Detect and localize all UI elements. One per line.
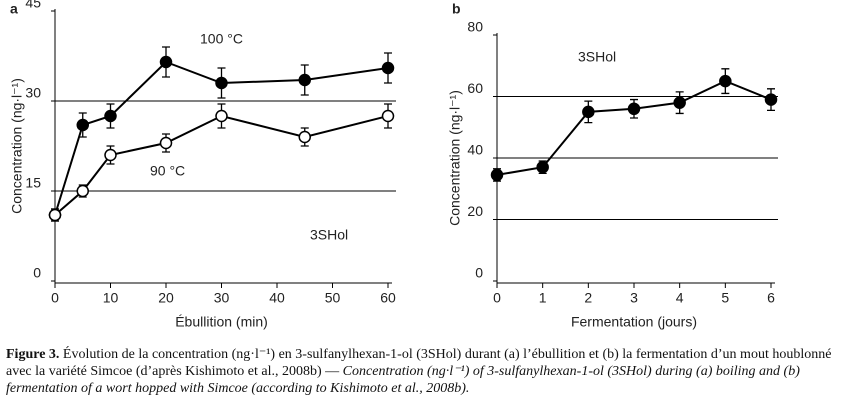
data-point bbox=[764, 93, 778, 106]
data-point bbox=[215, 76, 228, 90]
x-tick-label: 0 bbox=[493, 290, 501, 306]
data-point bbox=[719, 74, 732, 88]
y-tick-label: 0 bbox=[33, 265, 41, 281]
data-point bbox=[298, 130, 311, 144]
data-point bbox=[76, 118, 89, 132]
y-tick-label: 60 bbox=[467, 80, 483, 96]
caption-french: Évolution de la concentration (ng·l⁻¹) e… bbox=[6, 347, 832, 379]
panel-letter: b bbox=[452, 1, 461, 17]
data-point bbox=[536, 160, 549, 174]
x-tick-label: 6 bbox=[767, 290, 775, 306]
panel-letter: a bbox=[10, 1, 18, 17]
y-axis-label: Concentration (ng·l⁻¹) bbox=[447, 90, 463, 226]
y-tick-label: 15 bbox=[25, 175, 41, 191]
x-tick-label: 1 bbox=[539, 290, 547, 306]
y-axis-label: Concentration (ng·l⁻¹) bbox=[9, 78, 25, 214]
x-tick-label: 3 bbox=[630, 290, 638, 306]
caption: Figure 3. Évolution de la concentration … bbox=[6, 346, 846, 397]
data-point bbox=[76, 184, 89, 198]
data-point bbox=[104, 148, 117, 162]
x-tick-label: 10 bbox=[103, 290, 119, 306]
series-label: 90 °C bbox=[150, 163, 185, 179]
x-tick-label: 5 bbox=[721, 290, 729, 306]
y-tick-label: 30 bbox=[25, 85, 41, 101]
y-tick-label: 45 bbox=[25, 0, 41, 11]
series-label: 3SHol bbox=[578, 49, 616, 65]
x-tick-label: 60 bbox=[380, 290, 396, 306]
data-point bbox=[381, 61, 395, 75]
series-line bbox=[496, 80, 772, 176]
data-point bbox=[490, 168, 504, 182]
data-point bbox=[298, 73, 311, 87]
data-point bbox=[48, 208, 62, 222]
y-tick-label: 20 bbox=[467, 203, 483, 219]
data-point bbox=[104, 109, 117, 123]
data-point bbox=[215, 109, 228, 123]
data-point bbox=[582, 105, 595, 119]
x-axis-label: Ébullition (min) bbox=[175, 314, 268, 330]
x-tick-label: 0 bbox=[51, 290, 59, 306]
x-axis-label: Fermentation (jours) bbox=[571, 314, 697, 330]
x-tick-label: 50 bbox=[325, 290, 341, 306]
series-label: 100 °C bbox=[200, 31, 243, 47]
x-tick-label: 2 bbox=[584, 290, 592, 306]
data-point bbox=[627, 102, 641, 116]
data-point bbox=[159, 55, 173, 69]
data-point bbox=[673, 96, 686, 109]
caption-english: Concentration (ng·l⁻¹) of 3-sulfanylhexa… bbox=[6, 364, 800, 396]
y-tick-label: 0 bbox=[475, 265, 483, 281]
series-line bbox=[54, 114, 389, 216]
caption-label: Figure 3. bbox=[6, 347, 60, 362]
x-tick-label: 4 bbox=[676, 290, 684, 306]
data-point bbox=[159, 136, 173, 150]
x-tick-label: 20 bbox=[158, 290, 174, 306]
y-tick-label: 40 bbox=[467, 142, 483, 158]
data-point bbox=[381, 109, 395, 123]
y-tick-label: 80 bbox=[467, 19, 483, 35]
x-tick-label: 30 bbox=[214, 290, 230, 306]
annotation: 3SHol bbox=[310, 227, 348, 243]
x-tick-label: 40 bbox=[269, 290, 285, 306]
